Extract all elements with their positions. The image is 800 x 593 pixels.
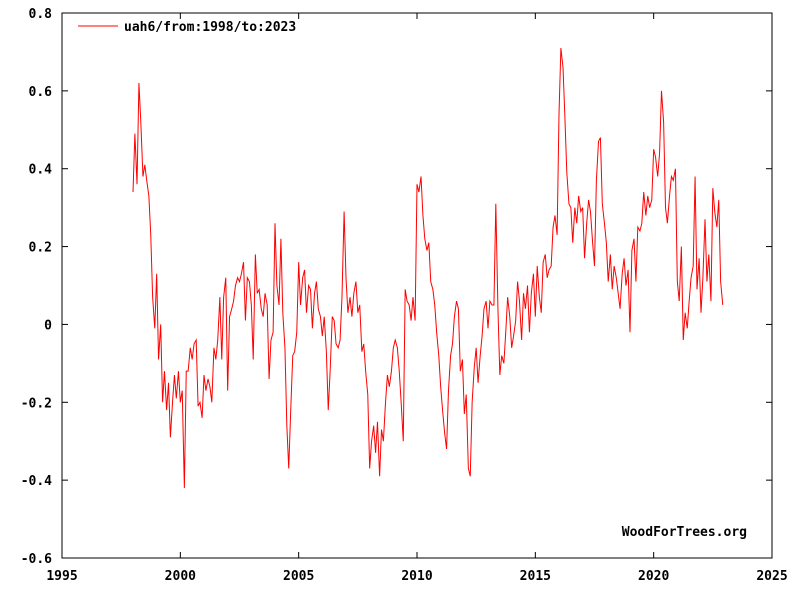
credit-watermark: WoodForTrees.org [622,525,747,540]
legend-label: uah6/from:1998/to:2023 [124,20,296,35]
x-tick-label: 1995 [46,569,77,584]
legend: uah6/from:1998/to:2023 [78,20,296,35]
x-tick-label: 2005 [283,569,314,584]
series-layer [132,47,724,488]
y-tick-label: -0.6 [21,552,52,567]
y-tick-label: 0.2 [29,241,52,256]
y-tick-label: 0.6 [29,85,53,100]
axis-ticks: 1995 2000 2005 2010 2015 2020 2025 -0.6 -0.4 -0.2… [21,7,788,584]
x-tick-label: 2025 [756,569,787,584]
x-tick-label: 2010 [401,569,432,584]
x-tick-label: 2020 [638,569,669,584]
x-tick-label: 2000 [165,569,196,584]
y-tick-label: 0.4 [29,163,53,178]
series-line-0 [132,47,724,488]
x-tick-label: 2015 [520,569,551,584]
y-tick-label: -0.2 [21,396,52,411]
y-tick-label: -0.4 [21,474,52,489]
y-tick-label: 0.8 [29,7,53,22]
y-tick-label: 0 [44,318,52,333]
